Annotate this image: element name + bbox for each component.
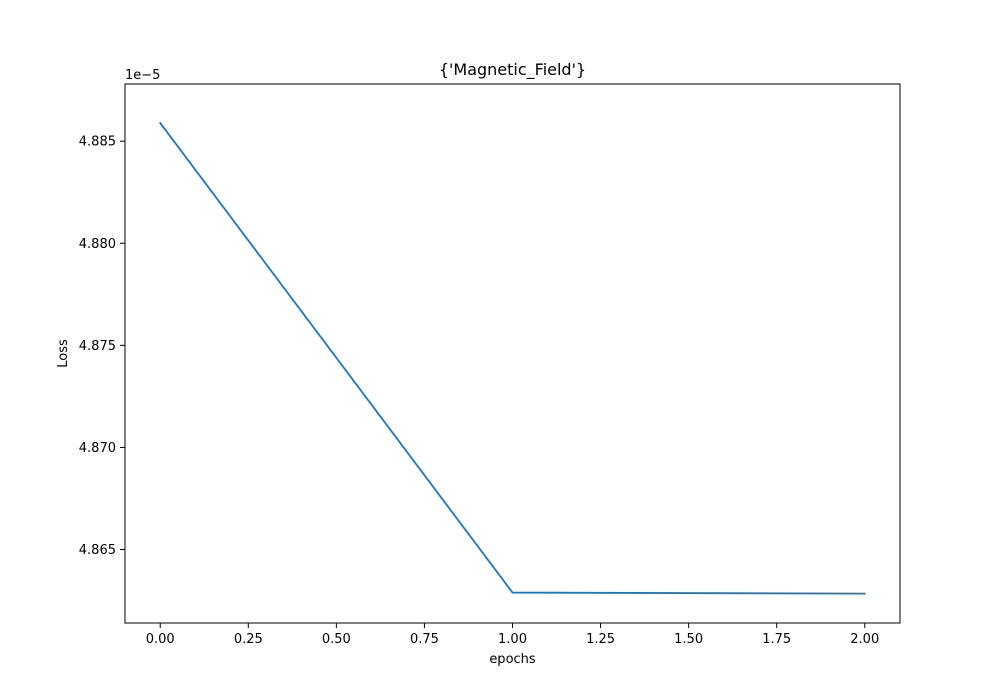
loss-line bbox=[158, 121, 866, 595]
y-tick-label: 4.865 bbox=[79, 543, 116, 558]
y-offset-text: 1e−5 bbox=[125, 68, 160, 83]
y-tick-label: 4.885 bbox=[79, 135, 116, 150]
y-axis: 4.865 4.870 4.875 4.880 4.885 bbox=[79, 135, 125, 558]
x-tick-label: 0.25 bbox=[234, 632, 263, 647]
x-tick-label: 1.75 bbox=[762, 632, 791, 647]
chart-title: {'Magnetic_Field'} bbox=[439, 60, 586, 80]
y-axis-label: Loss bbox=[56, 339, 71, 368]
x-tick-label: 1.25 bbox=[586, 632, 615, 647]
y-tick-label: 4.870 bbox=[79, 441, 116, 456]
series-layer bbox=[158, 121, 866, 595]
x-tick-label: 0.00 bbox=[146, 632, 175, 647]
x-axis-label: epochs bbox=[489, 652, 536, 667]
y-tick-label: 4.875 bbox=[79, 339, 116, 354]
x-tick-label: 2.00 bbox=[850, 632, 879, 647]
x-tick-label: 1.50 bbox=[674, 632, 703, 647]
x-axis: 0.00 0.25 0.50 0.75 1.00 1.25 1.50 1.75 2.00 bbox=[146, 623, 879, 647]
y-tick-label: 4.880 bbox=[79, 237, 116, 252]
x-tick-label: 0.75 bbox=[410, 632, 439, 647]
x-tick-label: 1.00 bbox=[498, 632, 527, 647]
x-tick-label: 0.50 bbox=[322, 632, 351, 647]
